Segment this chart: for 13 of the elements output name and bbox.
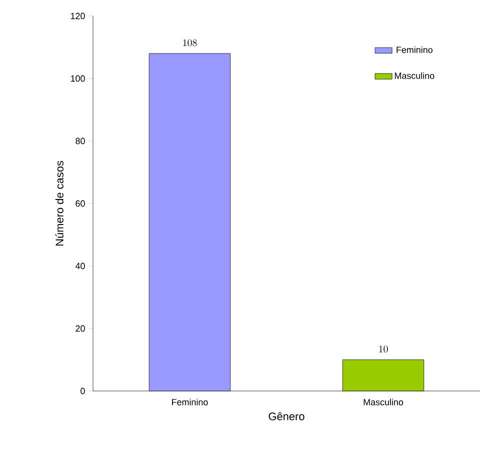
- y-tick-label: 60: [76, 200, 85, 207]
- y-tick-label: 20: [76, 325, 85, 332]
- y-tick-label: 0: [80, 388, 85, 394]
- legend-label: Masculino: [394, 72, 434, 79]
- y-tick-label: 80: [76, 138, 85, 144]
- y-axis-title: Número de casos: [55, 160, 64, 246]
- data-label: 108: [183, 39, 197, 46]
- y-tick-label: 100: [70, 75, 85, 82]
- x-axis-title: Gênero: [268, 412, 304, 420]
- data-label: 10: [379, 346, 388, 352]
- legend-label: Feminino: [396, 46, 432, 54]
- y-tick-label: 120: [70, 12, 85, 20]
- y-tick-label: 40: [75, 262, 85, 270]
